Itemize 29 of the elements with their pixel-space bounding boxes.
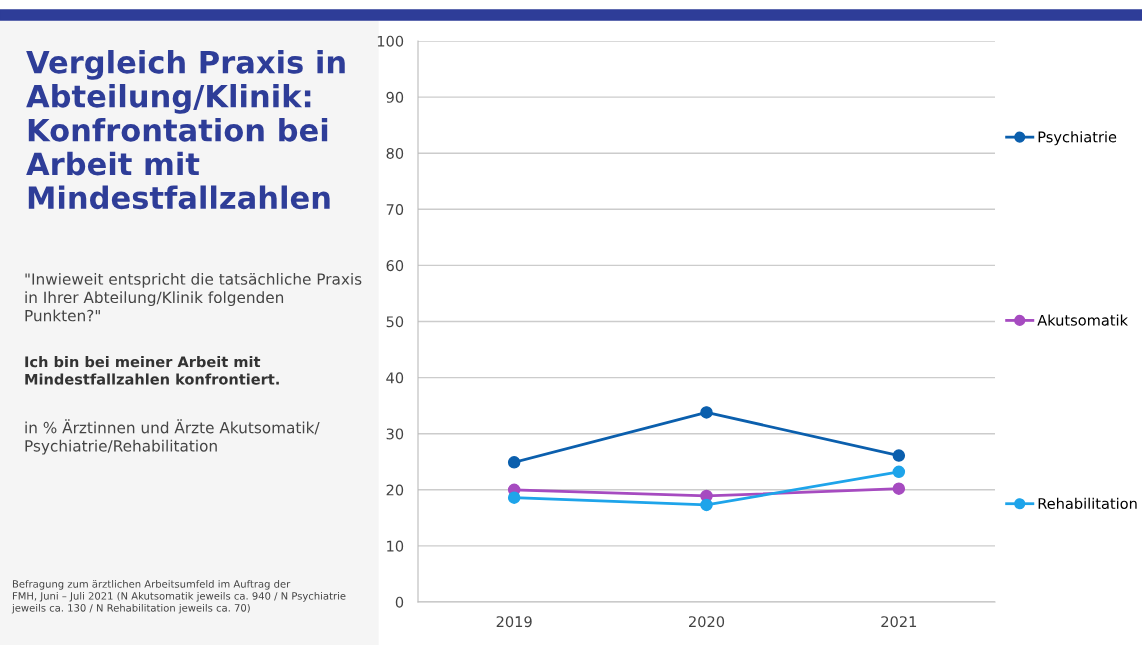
y-tick-label: 0 bbox=[395, 596, 404, 608]
point bbox=[507, 456, 521, 469]
x-tick-label: 2019 bbox=[496, 616, 532, 628]
text: Befragung zum ärztlichen Arbeitsumfeld im Auftrag der FMH, Juni – Juli 2021 (N Akutsomatik jeweils ca. 940 / N Psychiatrie jeweils ca. 130 / N Rehabilitation jeweils ca. 70) bbox=[11, 580, 346, 614]
y-tick-label: 50 bbox=[386, 316, 404, 328]
y-tick-label: 40 bbox=[386, 372, 404, 384]
y-tick-label: 30 bbox=[386, 428, 404, 440]
x-tick-label: 2020 bbox=[689, 616, 725, 628]
y-tick-label: 70 bbox=[386, 204, 404, 216]
y-tick-label: 90 bbox=[386, 91, 404, 103]
y-tick-label: 10 bbox=[387, 540, 404, 552]
legend-label: Rehabilitation bbox=[1038, 497, 1137, 510]
x-tick-label: 2021 bbox=[881, 616, 917, 628]
point bbox=[892, 482, 906, 495]
legend-label: Akutsomatik bbox=[1037, 314, 1128, 326]
legend-label: Psychiatrie bbox=[1038, 131, 1117, 146]
text: Vergleich Praxis in Abteilung/Klinik: Konfrontation bei Arbeit mit Mindestfallzahlen bbox=[26, 50, 345, 210]
y-tick-label: 60 bbox=[386, 260, 404, 272]
text: Ich bin bei meiner Arbeit mit Mindestfallzahlen konfrontiert. bbox=[25, 356, 279, 385]
y-tick-label: 80 bbox=[386, 147, 404, 159]
point bbox=[700, 498, 713, 512]
point bbox=[700, 406, 713, 419]
point bbox=[892, 449, 906, 462]
text: "Inwieweit entspricht die tatsächliche Praxis in Ihrer Abteilung/Klinik folgenden Punkten?" bbox=[25, 273, 362, 322]
point bbox=[892, 465, 906, 479]
point bbox=[507, 491, 521, 504]
y-tick-label: 100 bbox=[377, 35, 404, 47]
y-tick-label: 20 bbox=[386, 484, 404, 496]
text: in % Ärztinnen und Ärzte Akutsomatik/ Psychiatrie/Rehabilitation bbox=[25, 419, 320, 455]
